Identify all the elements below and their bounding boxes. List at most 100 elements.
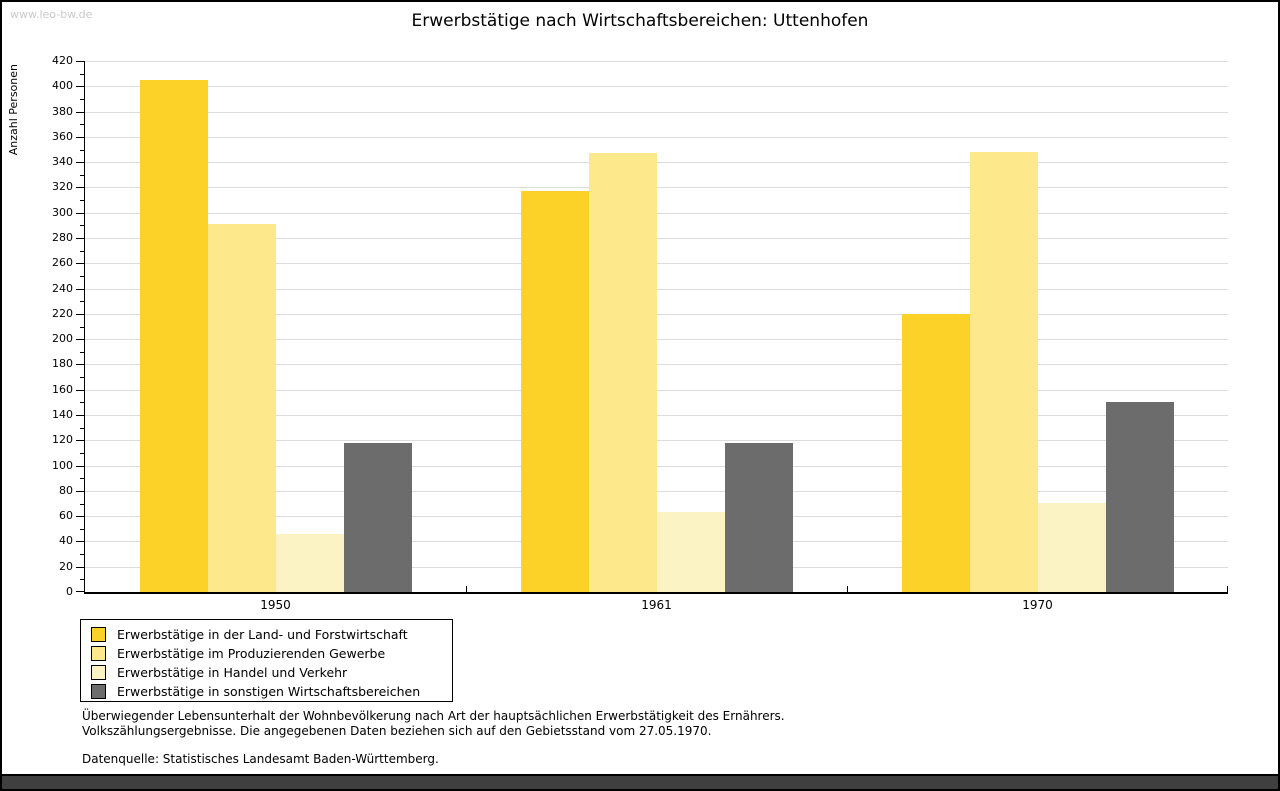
y-minor-tick-110 [80,453,84,454]
legend-item-1: Erwerbstätige in der Land- und Forstwirt… [91,625,452,644]
y-axis-label-0: 0 [66,585,73,598]
x-group-separator-tick-2 [847,586,848,592]
y-major-tick-340 [76,162,84,163]
gridline-380 [85,112,1228,113]
bar-1961-series2 [589,153,657,592]
y-axis-label-420: 420 [52,54,73,67]
legend-label-1: Erwerbstätige in der Land- und Forstwirt… [117,627,408,642]
y-axis-label-340: 340 [52,155,73,168]
y-axis-label-40: 40 [59,534,73,547]
legend-swatch-1 [91,627,106,642]
y-major-tick-120 [76,440,84,441]
y-major-tick-160 [76,390,84,391]
y-axis-label-60: 60 [59,509,73,522]
gridline-360 [85,137,1228,138]
y-minor-tick-230 [80,301,84,302]
y-major-tick-180 [76,364,84,365]
y-minor-tick-90 [80,478,84,479]
y-major-tick-280 [76,238,84,239]
legend-label-2: Erwerbstätige im Produzierenden Gewerbe [117,646,386,661]
chart-plot-area: 0 20 40 60 80 100 120 140 160 180 200 220 240 260 280 3… [52,54,1228,612]
y-axis-label-220: 220 [52,307,73,320]
y-major-tick-220 [76,314,84,315]
y-minor-tick-130 [80,428,84,429]
y-major-tick-320 [76,187,84,188]
y-minor-tick-30 [80,554,84,555]
y-minor-tick-270 [80,251,84,252]
bar-1970-series1 [902,314,970,592]
bar-1961-series3 [657,512,725,592]
bar-1970-series4 [1106,402,1174,592]
x-axis-label-1950: 1950 [260,598,291,612]
footer-note: Überwiegender Lebensunterhalt der Wohnbe… [82,709,785,739]
y-major-tick-420 [76,61,84,62]
y-axis-label-260: 260 [52,256,73,269]
bar-1950-series4 [344,443,412,592]
y-major-tick-400 [76,86,84,87]
y-minor-tick-150 [80,402,84,403]
y-axis-label-200: 200 [52,332,73,345]
y-axis-label-120: 120 [52,433,73,446]
y-axis-label-160: 160 [52,383,73,396]
y-minor-tick-310 [80,200,84,201]
y-minor-tick-70 [80,504,84,505]
y-axis-label-280: 280 [52,231,73,244]
y-major-tick-80 [76,491,84,492]
y-minor-tick-50 [80,529,84,530]
legend-label-3: Erwerbstätige in Handel und Verkehr [117,665,348,680]
y-major-tick-0 [76,591,84,592]
y-axis-label-80: 80 [59,484,73,497]
footer-note-line2: Volkszählungsergebnisse. Die angegebenen… [82,724,712,738]
y-axis-label-20: 20 [59,560,73,573]
y-minor-tick-370 [80,124,84,125]
y-major-tick-260 [76,263,84,264]
y-axis-label-100: 100 [52,459,73,472]
bar-1961-series1 [521,191,589,592]
y-minor-tick-10 [80,579,84,580]
bottom-window-strip [2,774,1278,789]
bar-1950-series1 [140,80,208,592]
gridline-400 [85,86,1228,87]
bar-1970-series2 [970,152,1038,592]
y-major-tick-200 [76,339,84,340]
y-minor-tick-350 [80,150,84,151]
y-minor-tick-330 [80,175,84,176]
chart-title: Erwerbstätige nach Wirtschaftsbereichen:… [411,11,869,31]
x-axis-label-1961: 1961 [641,598,672,612]
bar-1970-series3 [1038,503,1106,592]
x-axis-label-1970: 1970 [1022,598,1053,612]
legend-label-4: Erwerbstätige in sonstigen Wirtschaftsbe… [117,684,421,699]
footer-note-line1: Überwiegender Lebensunterhalt der Wohnbe… [82,709,785,723]
y-minor-tick-190 [80,352,84,353]
y-major-tick-100 [76,466,84,467]
y-major-tick-360 [76,137,84,138]
y-major-tick-60 [76,516,84,517]
y-axis-label-180: 180 [52,357,73,370]
x-group-separator-tick-3 [1227,586,1228,592]
y-minor-tick-170 [80,377,84,378]
y-minor-tick-250 [80,276,84,277]
y-major-tick-40 [76,541,84,542]
y-axis-label-380: 380 [52,105,73,118]
y-axis-label-360: 360 [52,130,73,143]
y-major-tick-240 [76,289,84,290]
legend-item-3: Erwerbstätige in Handel und Verkehr [91,663,452,682]
y-minor-tick-210 [80,327,84,328]
y-minor-tick-290 [80,225,84,226]
y-axis-label-300: 300 [52,206,73,219]
y-axis-label-240: 240 [52,282,73,295]
y-axis-label-400: 400 [52,79,73,92]
legend-item-4: Erwerbstätige in sonstigen Wirtschaftsbe… [91,682,452,701]
x-group-separator-tick-1 [466,586,467,592]
y-axis-title: Anzahl Personen [7,64,20,156]
y-axis-label-140: 140 [52,408,73,421]
y-major-tick-380 [76,112,84,113]
bar-1950-series3 [276,534,344,592]
legend-swatch-4 [91,684,106,699]
legend-item-2: Erwerbstätige im Produzierenden Gewerbe [91,644,452,663]
legend-box: Erwerbstätige in der Land- und Forstwirt… [80,619,453,702]
y-minor-tick-390 [80,99,84,100]
y-minor-tick-410 [80,74,84,75]
footer-source: Datenquelle: Statistisches Landesamt Bad… [82,752,439,766]
